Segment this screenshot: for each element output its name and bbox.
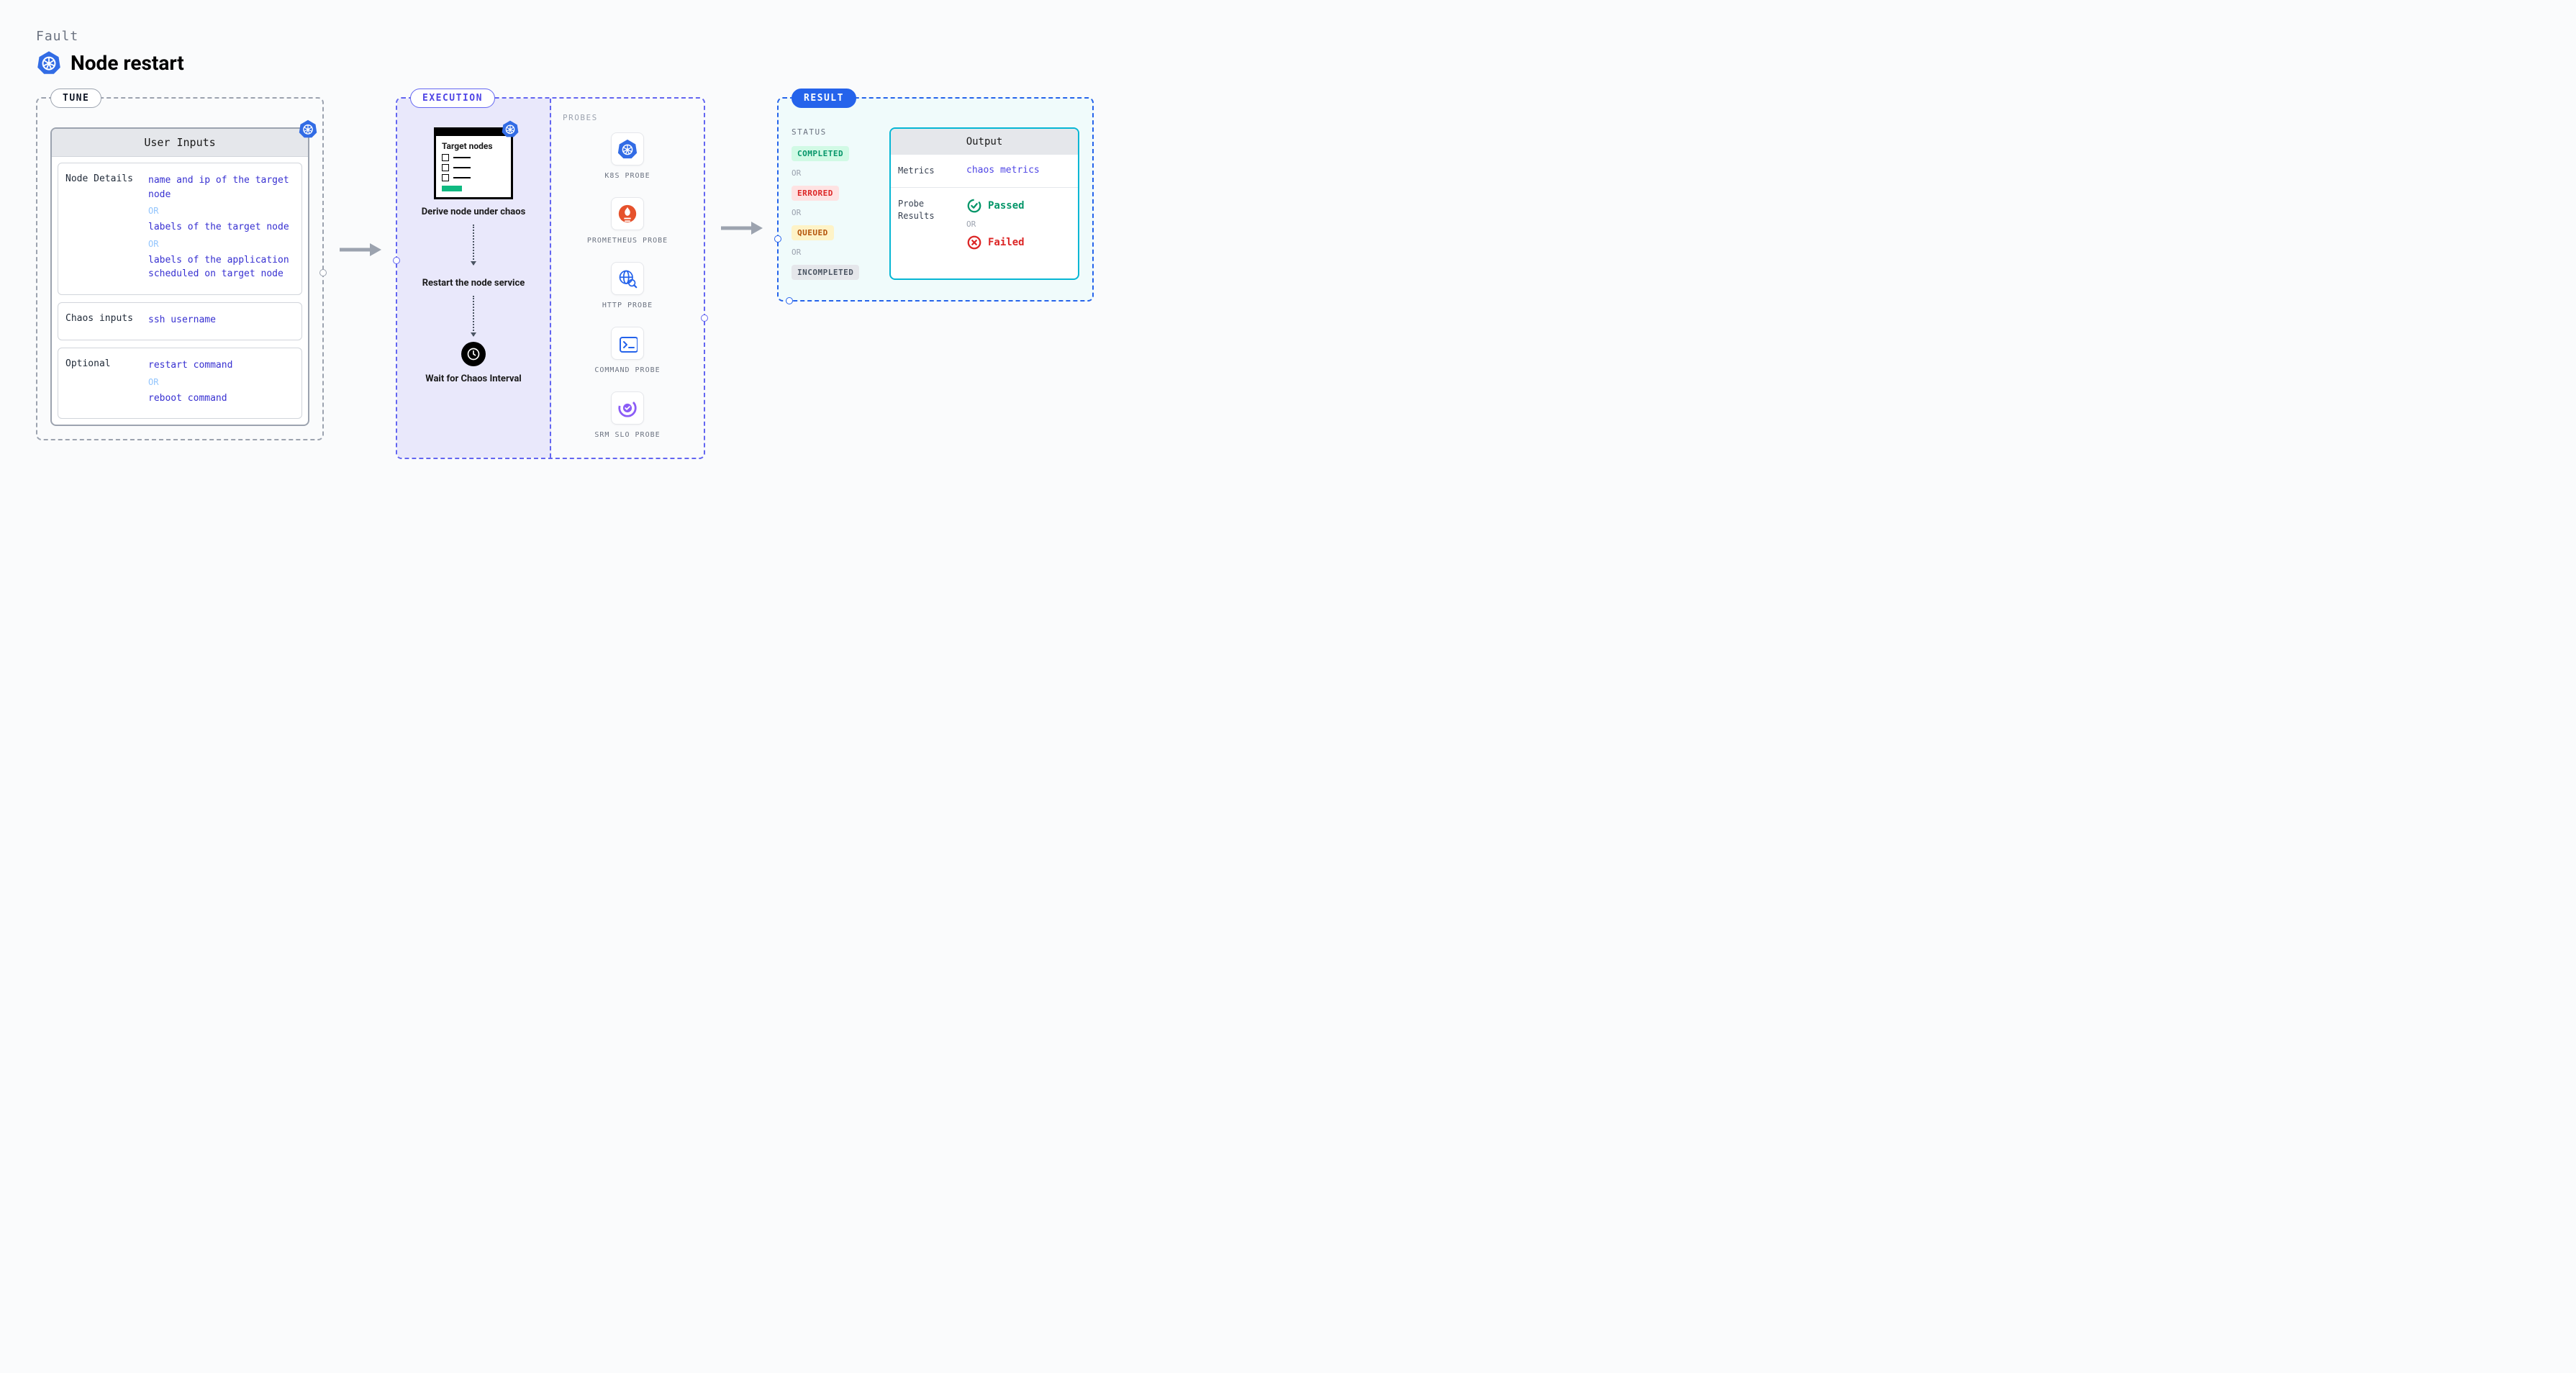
kubernetes-icon (501, 119, 521, 140)
failed-label: Failed (988, 237, 1025, 248)
tune-pill: TUNE (50, 89, 101, 108)
probes-column: PROBES K8S PROBE PROMETHEUS PROBE HTTP P… (551, 99, 704, 458)
k8s-probe-icon (611, 132, 644, 166)
clock-icon (461, 342, 486, 366)
or-separator: OR (792, 208, 878, 217)
probe-k8s: K8S PROBE (563, 132, 692, 181)
flow-arrow (720, 97, 763, 237)
output-title: Output (891, 129, 1078, 155)
probe-srm: SRM SLO PROBE (563, 391, 692, 440)
checklist-row (442, 154, 505, 161)
user-inputs-body: Node Details name and ip of the target n… (52, 157, 308, 425)
connector-dot (774, 235, 781, 243)
command-probe-icon (611, 327, 644, 360)
or-separator: OR (148, 239, 294, 249)
arrow-right-icon (338, 241, 381, 258)
or-separator: OR (148, 206, 294, 216)
fault-label: Fault (36, 29, 2540, 44)
header: Fault Node restart (36, 29, 2540, 76)
input-value: labels of the application scheduled on t… (148, 253, 294, 281)
input-group-chaos-inputs: Chaos inputs ssh username (58, 302, 302, 341)
input-value: ssh username (148, 313, 294, 327)
or-separator: OR (792, 248, 878, 257)
kubernetes-icon (298, 119, 318, 139)
progress-bar-icon (442, 186, 462, 191)
title-row: Node restart (36, 50, 2540, 76)
input-value: labels of the target node (148, 220, 294, 235)
probe-command: COMMAND PROBE (563, 327, 692, 376)
x-circle-icon (966, 235, 982, 250)
probe-label: PROMETHEUS PROBE (587, 236, 668, 246)
input-value: restart command (148, 358, 294, 373)
status-column: STATUS COMPLETED OR ERRORED OR QUEUED OR… (792, 127, 878, 280)
probe-http: HTTP PROBE (563, 262, 692, 311)
http-probe-icon (611, 262, 644, 295)
result-pill: RESULT (792, 89, 856, 108)
input-label: Node Details (58, 163, 148, 294)
output-label: Probe Results (891, 188, 959, 260)
dotted-arrow-down-icon (473, 296, 474, 336)
srm-probe-icon (611, 391, 644, 425)
execution-pill: EXECUTION (410, 89, 495, 108)
output-value: chaos metrics (959, 155, 1078, 187)
probe-result-failed: Failed (966, 235, 1071, 250)
probe-prometheus: PROMETHEUS PROBE (563, 197, 692, 246)
output-row-probe-results: Probe Results Passed OR Failed (891, 187, 1078, 260)
check-circle-icon (966, 198, 982, 214)
checklist-row (442, 164, 505, 171)
input-value: name and ip of the target node (148, 173, 294, 201)
input-label: Chaos inputs (58, 303, 148, 340)
input-label: Optional (58, 348, 148, 418)
status-badge-queued: QUEUED (792, 225, 834, 240)
input-group-node-details: Node Details name and ip of the target n… (58, 163, 302, 295)
step-label: Derive node under chaos (422, 207, 526, 219)
status-badge-errored: ERRORED (792, 186, 839, 201)
or-separator: OR (792, 168, 878, 178)
input-values: ssh username (148, 303, 301, 340)
diagram-row: TUNE User Inputs Node Details name and i… (36, 97, 2540, 459)
flow-arrow (338, 97, 381, 258)
status-badge-incompleted: INCOMPLETED (792, 265, 859, 280)
target-card-title: Target nodes (442, 141, 505, 151)
input-values: name and ip of the target node OR labels… (148, 163, 301, 294)
or-separator: OR (148, 377, 294, 387)
kubernetes-icon (36, 50, 62, 76)
input-group-optional: Optional restart command OR reboot comma… (58, 348, 302, 419)
execution-steps-column: Target nodes Derive node under chaos Res… (397, 99, 551, 458)
status-title: STATUS (792, 127, 878, 137)
result-panel: RESULT STATUS COMPLETED OR ERRORED OR QU… (777, 97, 1094, 302)
output-label: Metrics (891, 155, 959, 187)
probes-title: PROBES (563, 113, 692, 122)
probe-label: HTTP PROBE (602, 301, 653, 311)
passed-label: Passed (988, 200, 1025, 212)
status-badge-completed: COMPLETED (792, 146, 849, 161)
page-title: Node restart (71, 51, 184, 75)
connector-dot (319, 269, 327, 276)
output-card: Output Metrics chaos metrics Probe Resul… (889, 127, 1079, 280)
or-separator: OR (966, 219, 1071, 229)
probe-label: SRM SLO PROBE (594, 430, 660, 440)
execution-panel: EXECUTION Target nodes Derive node under… (396, 97, 705, 459)
prometheus-probe-icon (611, 197, 644, 230)
probe-label: COMMAND PROBE (594, 366, 660, 376)
input-values: restart command OR reboot command (148, 348, 301, 418)
step-label: Restart the node service (422, 278, 525, 290)
user-inputs-title: User Inputs (52, 129, 308, 157)
connector-dot (701, 314, 708, 322)
output-row-metrics: Metrics chaos metrics (891, 155, 1078, 187)
step-label: Wait for Chaos Interval (425, 373, 521, 386)
tune-panel: TUNE User Inputs Node Details name and i… (36, 97, 324, 440)
probe-result-passed: Passed (966, 198, 1071, 214)
target-nodes-card: Target nodes (434, 127, 513, 199)
user-inputs-card: User Inputs Node Details name and ip of … (50, 127, 309, 426)
arrow-right-icon (720, 219, 763, 237)
connector-dot (393, 257, 400, 264)
dotted-arrow-down-icon (473, 225, 474, 265)
connector-dot (786, 297, 793, 304)
probe-label: K8S PROBE (604, 171, 650, 181)
checklist-row (442, 174, 505, 181)
input-value: reboot command (148, 391, 294, 406)
output-value: Passed OR Failed (959, 188, 1078, 260)
output-body: Metrics chaos metrics Probe Results Pass… (891, 155, 1078, 260)
